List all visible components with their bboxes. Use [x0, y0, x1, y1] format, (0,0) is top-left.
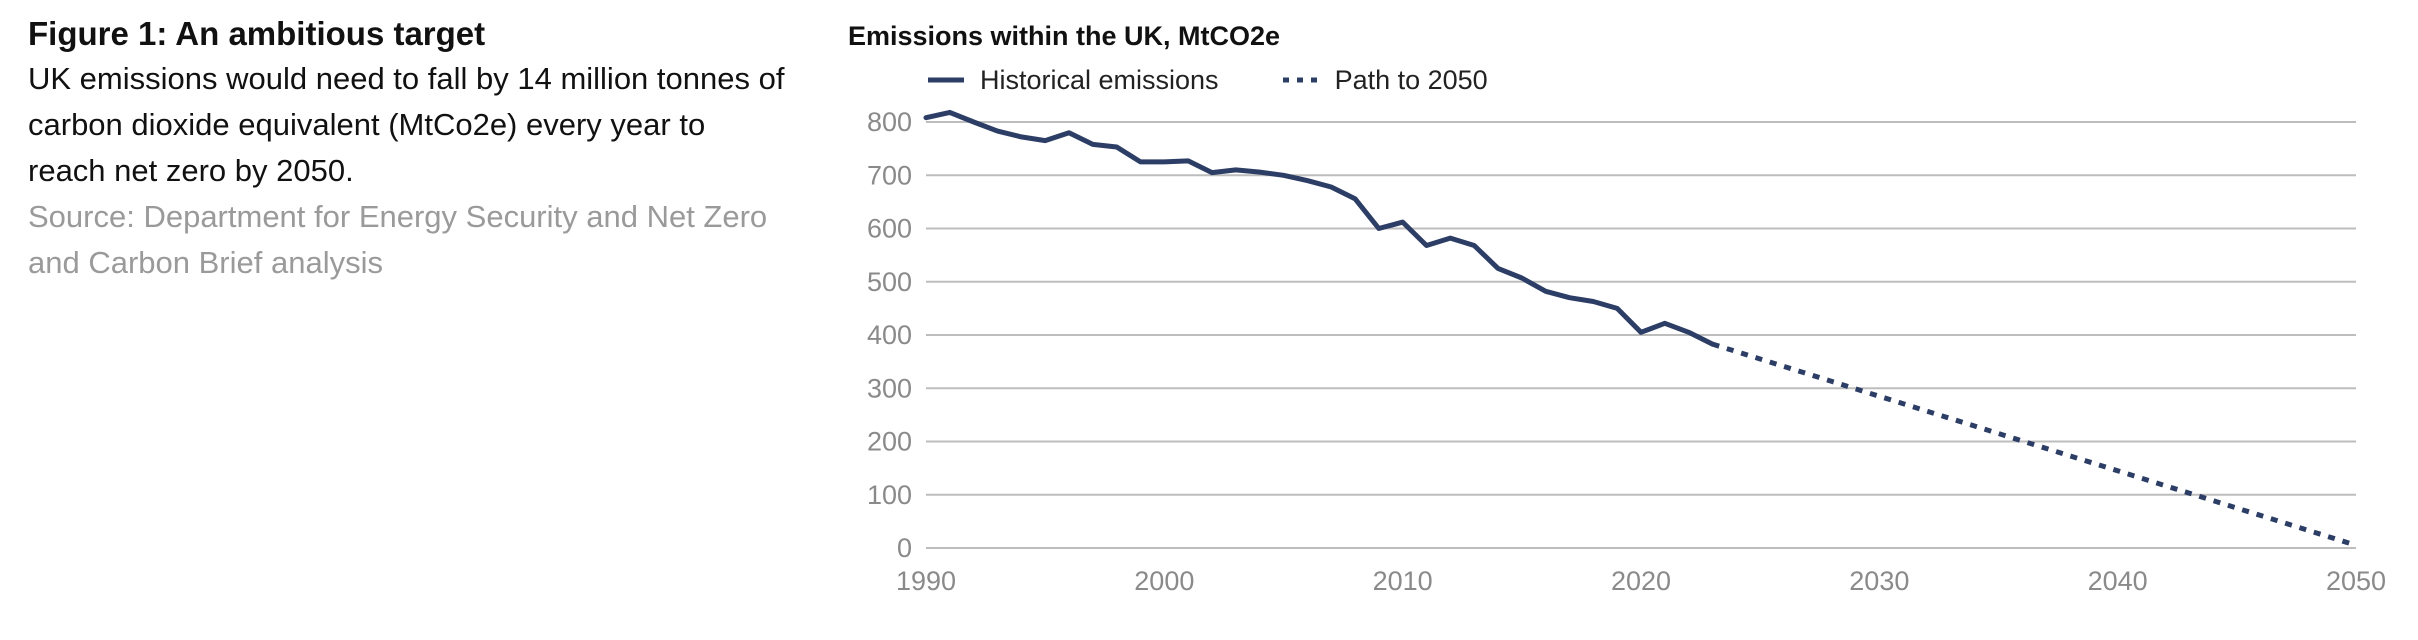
x-tick-label: 1990 — [896, 566, 956, 596]
legend-label-path: Path to 2050 — [1334, 65, 1488, 95]
x-tick-label: 2030 — [1849, 566, 1909, 596]
chart-plot: 0 100 200 300 400 500 600 700 800 1990 2000 2010 20… — [867, 107, 2386, 596]
y-tick-label: 400 — [867, 320, 912, 350]
x-tick-label: 2010 — [1373, 566, 1433, 596]
y-tick-label: 700 — [867, 160, 912, 190]
legend-item-path: Path to 2050 — [1281, 62, 1488, 98]
y-tick-label: 800 — [867, 107, 912, 137]
y-tick-label: 500 — [867, 267, 912, 297]
y-tick-label: 300 — [867, 373, 912, 403]
figure-caption: Figure 1: An ambitious target UK emissio… — [28, 12, 788, 286]
x-tick-label: 2000 — [1134, 566, 1194, 596]
y-tick-label: 100 — [867, 480, 912, 510]
y-axis-ticks: 0 100 200 300 400 500 600 700 800 — [867, 107, 912, 563]
legend-solid-line-icon — [928, 77, 964, 83]
y-tick-label: 600 — [867, 214, 912, 244]
x-axis-ticks: 1990 2000 2010 2020 2030 2040 2050 — [896, 566, 2386, 596]
figure-source: Source: Department for Energy Security a… — [28, 199, 768, 280]
figure-description: UK emissions would need to fall by 14 mi… — [28, 61, 785, 188]
legend-item-historical: Historical emissions — [926, 62, 1219, 98]
chart-title: Emissions within the UK, MtCO2e — [848, 21, 1281, 51]
grid-lines — [926, 121, 2356, 549]
y-tick-label: 200 — [867, 427, 912, 457]
legend-dotted-line-icon — [1282, 77, 1319, 83]
emissions-chart: 0 100 200 300 400 500 600 700 800 1990 2000 2010 20… — [848, 18, 2408, 628]
x-tick-label: 2040 — [2088, 566, 2148, 596]
chart-legend: Historical emissions Path to 2050 — [926, 62, 1550, 98]
series-lines — [923, 109, 2357, 548]
series-line-path-to-2050 — [1711, 341, 2357, 548]
y-tick-label: 0 — [897, 533, 912, 563]
figure-title: Figure 1: An ambitious target — [28, 15, 486, 52]
legend-label-historical: Historical emissions — [980, 65, 1219, 95]
series-line-historical — [923, 109, 1715, 347]
x-tick-label: 2050 — [2326, 566, 2386, 596]
x-tick-label: 2020 — [1611, 566, 1671, 596]
